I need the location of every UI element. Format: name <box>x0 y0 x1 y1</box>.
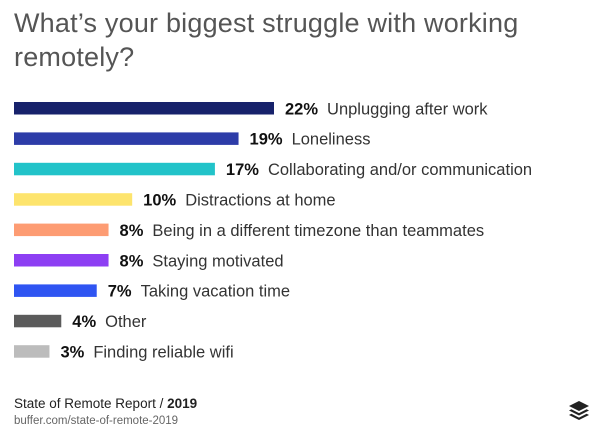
bar-6 <box>14 284 97 297</box>
bar-category-label-4: Being in a different timezone than teamm… <box>152 222 484 240</box>
bar-category-label-6: Taking vacation time <box>141 283 291 301</box>
bar-category-label-2: Collaborating and/or communication <box>268 161 532 179</box>
bar-category-label-3: Distractions at home <box>185 191 335 209</box>
buffer-stack-icon <box>569 401 589 420</box>
bar-category-label-0: Unplugging after work <box>327 100 488 118</box>
bar-value-label-1: 19% <box>250 131 283 149</box>
bar-value-label-3: 10% <box>143 191 176 209</box>
bar-chart: 22% Unplugging after work 19% Loneliness 17%… <box>14 100 532 361</box>
bar-4 <box>14 223 109 237</box>
bar-category-label-7: Other <box>105 313 147 331</box>
bar-value-label-4: 8% <box>120 222 144 240</box>
bar-value-label-5: 8% <box>120 252 144 270</box>
bar-2 <box>14 162 215 176</box>
footer-url: buffer.com/state-of-remote-2019 <box>14 415 179 427</box>
bar-value-label-0: 22% <box>285 100 318 118</box>
bar-0 <box>14 102 274 115</box>
footer-source-label: State of Remote Report / <box>14 396 168 411</box>
footer-source-year: 2019 <box>167 396 198 411</box>
bar-7 <box>14 314 62 328</box>
chart-title: What’s your biggest struggle with workin… <box>14 8 519 72</box>
bar-8 <box>14 345 50 358</box>
bar-5 <box>14 254 109 267</box>
bar-value-label-8: 3% <box>60 343 84 361</box>
bar-value-label-2: 17% <box>226 161 259 179</box>
bar-1 <box>14 132 239 145</box>
bar-value-label-7: 4% <box>72 313 96 331</box>
bar-category-label-5: Staying motivated <box>152 252 283 270</box>
bar-3 <box>14 193 133 206</box>
bar-category-label-1: Loneliness <box>292 131 371 149</box>
bar-category-label-8: Finding reliable wifi <box>93 343 233 361</box>
bar-value-label-6: 7% <box>108 283 132 301</box>
footer-source: State of Remote Report / 2019 <box>14 396 197 412</box>
